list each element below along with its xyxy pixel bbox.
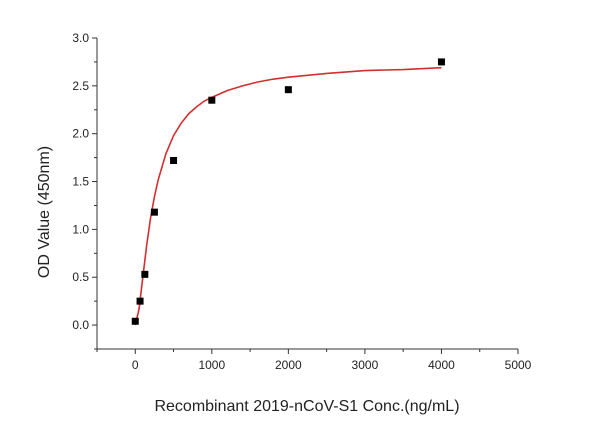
x-tick-label: 1000 bbox=[198, 358, 225, 372]
data-point bbox=[437, 58, 445, 66]
data-point bbox=[208, 96, 216, 104]
x-tick-label: 4000 bbox=[428, 358, 455, 372]
data-point bbox=[284, 86, 292, 94]
x-tick-label: 3000 bbox=[352, 358, 379, 372]
y-tick-label: 0.5 bbox=[72, 270, 89, 284]
fit-curve-line bbox=[134, 66, 442, 326]
y-tick-label: 1.0 bbox=[72, 222, 89, 236]
data-point bbox=[141, 270, 149, 278]
fit-curve-layer bbox=[134, 66, 442, 326]
x-tick-label: 5000 bbox=[505, 358, 532, 372]
x-axis-title: Recombinant 2019-nCoV-S1 Conc.(ng/mL) bbox=[154, 398, 459, 415]
y-tick-label: 3.0 bbox=[72, 31, 89, 45]
data-point bbox=[131, 317, 139, 325]
x-tick-label: 2000 bbox=[275, 358, 302, 372]
axes bbox=[96, 38, 518, 350]
x-tick-label: 0 bbox=[132, 358, 139, 372]
y-tick-label: 2.5 bbox=[72, 79, 89, 93]
tick-layer: 0 1000 2000 3000 4000 5000 0.0 0.5 1.0 1.5 2.0 2.5 3… bbox=[72, 31, 531, 372]
data-point bbox=[170, 156, 178, 164]
y-tick-label: 0.0 bbox=[72, 318, 89, 332]
data-point bbox=[136, 297, 144, 305]
y-tick-label: 1.5 bbox=[72, 175, 89, 189]
data-point bbox=[150, 208, 158, 216]
y-axis-title: OD Value (450nm) bbox=[36, 146, 53, 278]
data-points-layer bbox=[131, 58, 445, 325]
y-tick-label: 2.0 bbox=[72, 127, 89, 141]
